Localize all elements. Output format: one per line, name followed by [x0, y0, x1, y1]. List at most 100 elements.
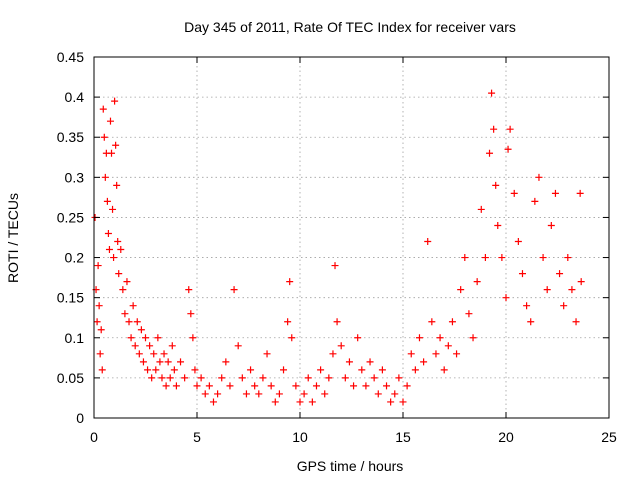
- data-point: [150, 350, 158, 358]
- data-point: [531, 197, 539, 205]
- data-point: [350, 382, 358, 390]
- data-point: [383, 382, 391, 390]
- data-point: [205, 382, 213, 390]
- data-point: [411, 366, 419, 374]
- data-point: [403, 382, 411, 390]
- data-point: [193, 382, 201, 390]
- y-tick-label: 0.4: [65, 89, 85, 105]
- data-point: [284, 318, 292, 326]
- data-point: [125, 318, 133, 326]
- data-point: [577, 278, 585, 286]
- data-point: [560, 302, 568, 310]
- data-point: [164, 358, 172, 366]
- data-point: [121, 310, 129, 318]
- x-tick-labels: 0 5 10 15 20 25: [90, 429, 617, 445]
- data-point: [551, 189, 559, 197]
- data-point: [296, 398, 304, 406]
- data-point: [395, 374, 403, 382]
- data-point: [259, 374, 267, 382]
- data-point: [247, 366, 255, 374]
- data-point: [331, 262, 339, 270]
- data-point: [110, 254, 118, 262]
- data-point: [166, 374, 174, 382]
- data-point: [488, 89, 496, 97]
- data-point: [101, 173, 109, 181]
- data-point: [105, 246, 113, 254]
- data-point: [572, 318, 580, 326]
- data-point: [230, 286, 238, 294]
- data-point: [112, 141, 120, 149]
- data-point: [465, 310, 473, 318]
- data-points: [91, 89, 585, 406]
- data-point: [100, 133, 108, 141]
- data-point: [304, 374, 312, 382]
- data-point: [337, 342, 345, 350]
- data-point: [543, 286, 551, 294]
- data-point: [492, 181, 500, 189]
- data-point: [226, 382, 234, 390]
- data-point: [170, 366, 178, 374]
- data-point: [154, 334, 162, 342]
- data-point: [370, 374, 378, 382]
- data-point: [127, 334, 135, 342]
- data-point: [424, 238, 432, 246]
- axis-ticks: [93, 56, 610, 419]
- data-point: [172, 382, 180, 390]
- data-point: [99, 105, 107, 113]
- y-tick-label: 0.05: [57, 370, 84, 386]
- data-point: [162, 382, 170, 390]
- data-point: [312, 382, 320, 390]
- data-point: [576, 189, 584, 197]
- y-tick-label: 0.3: [65, 169, 85, 185]
- y-tick-label: 0.15: [57, 290, 84, 306]
- data-point: [197, 374, 205, 382]
- data-point: [547, 221, 555, 229]
- data-point: [95, 302, 103, 310]
- data-point: [504, 145, 512, 153]
- data-point: [341, 374, 349, 382]
- data-point: [131, 342, 139, 350]
- y-tick-label: 0.2: [65, 250, 85, 266]
- data-point: [490, 125, 498, 133]
- data-point: [267, 382, 275, 390]
- data-point: [436, 334, 444, 342]
- y-axis-label: ROTI / TECUs: [5, 193, 21, 283]
- data-point: [333, 318, 341, 326]
- data-point: [156, 358, 164, 366]
- data-point: [158, 374, 166, 382]
- data-point: [97, 326, 105, 334]
- data-point: [214, 390, 222, 398]
- grid-lines: [94, 57, 609, 418]
- data-point: [556, 270, 564, 278]
- data-point: [104, 229, 112, 237]
- data-point: [345, 358, 353, 366]
- data-point: [152, 366, 160, 374]
- data-point: [187, 310, 195, 318]
- data-point: [263, 350, 271, 358]
- data-point: [222, 358, 230, 366]
- plot-frame: [93, 56, 610, 419]
- chart-title: Day 345 of 2011, Rate Of TEC Index for r…: [184, 19, 516, 35]
- data-point: [98, 366, 106, 374]
- data-point: [407, 350, 415, 358]
- data-point: [242, 390, 250, 398]
- data-point: [568, 286, 576, 294]
- y-tick-labels: 0 0.05 0.1 0.15 0.2 0.25 0.3 0.35 0.4 0.45: [57, 49, 84, 426]
- x-tick-label: 15: [395, 429, 411, 445]
- data-point: [518, 270, 526, 278]
- data-point: [391, 390, 399, 398]
- data-point: [506, 125, 514, 133]
- x-tick-label: 5: [193, 429, 201, 445]
- data-point: [473, 278, 481, 286]
- data-point: [415, 334, 423, 342]
- data-point: [251, 382, 259, 390]
- data-point: [502, 294, 510, 302]
- data-point: [123, 278, 131, 286]
- data-point: [428, 318, 436, 326]
- data-point: [160, 350, 168, 358]
- data-point: [185, 286, 193, 294]
- data-point: [354, 334, 362, 342]
- x-axis-label: GPS time / hours: [297, 458, 404, 474]
- data-point: [362, 382, 370, 390]
- data-point: [135, 350, 143, 358]
